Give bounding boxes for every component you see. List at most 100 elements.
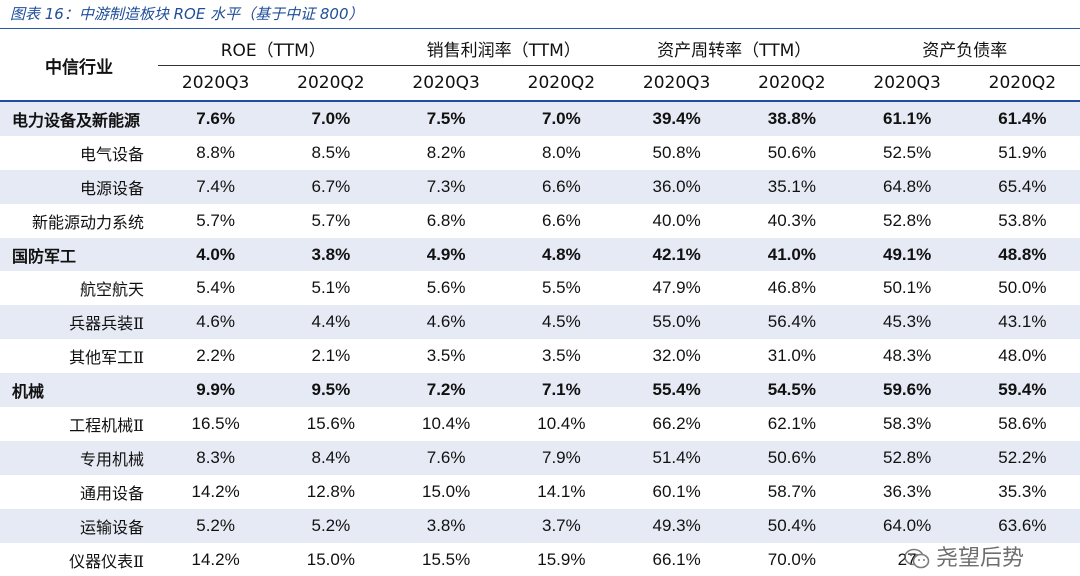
value-cell: 45.3% xyxy=(850,305,965,339)
industry-name: 电力设备及新能源 xyxy=(0,101,158,136)
value-cell: 14.2% xyxy=(158,475,273,509)
value-cell: 54.5% xyxy=(734,373,849,407)
value-cell: 4.9% xyxy=(389,238,504,272)
value-cell: 59.4% xyxy=(965,373,1080,407)
period-header: 2020Q3 xyxy=(389,66,504,102)
value-cell: 36.3% xyxy=(850,475,965,509)
value-cell: 4.8% xyxy=(504,238,619,272)
group-header-asset-turnover: 资产周转率（TTM） xyxy=(619,31,850,66)
value-cell: 7.6% xyxy=(158,101,273,136)
value-cell: 6.6% xyxy=(504,204,619,238)
industry-name: 仪器仪表Ⅱ xyxy=(0,543,158,576)
industry-name: 电源设备 xyxy=(0,170,158,204)
value-cell: 58.6% xyxy=(965,407,1080,441)
value-cell: 53.8% xyxy=(965,204,1080,238)
value-cell: 42.1% xyxy=(619,238,734,272)
value-cell: 6.8% xyxy=(389,204,504,238)
period-header: 2020Q2 xyxy=(734,66,849,102)
value-cell: 5.1% xyxy=(273,271,388,305)
industry-name: 新能源动力系统 xyxy=(0,204,158,238)
period-header: 2020Q3 xyxy=(850,66,965,102)
value-cell: 38.8% xyxy=(734,101,849,136)
value-cell: 50.1% xyxy=(850,271,965,305)
value-cell: 9.5% xyxy=(273,373,388,407)
value-cell: 9.9% xyxy=(158,373,273,407)
value-cell: 6.6% xyxy=(504,170,619,204)
industry-name: 运输设备 xyxy=(0,509,158,543)
value-cell: 4.0% xyxy=(158,238,273,272)
value-cell: 56.4% xyxy=(734,305,849,339)
value-cell: 3.5% xyxy=(389,339,504,373)
industry-name: 其他军工Ⅱ xyxy=(0,339,158,373)
value-cell: 8.4% xyxy=(273,441,388,475)
value-cell: 3.8% xyxy=(389,509,504,543)
value-cell: 60.1% xyxy=(619,475,734,509)
value-cell: 15.0% xyxy=(273,543,388,576)
value-cell: 41.0% xyxy=(734,238,849,272)
value-cell: 58.7% xyxy=(734,475,849,509)
value-cell: 50.6% xyxy=(734,441,849,475)
value-cell: 5.2% xyxy=(273,509,388,543)
value-cell: 32.0% xyxy=(619,339,734,373)
value-cell: 66.2% xyxy=(619,407,734,441)
value-cell: 4.6% xyxy=(389,305,504,339)
value-cell: 8.5% xyxy=(273,136,388,170)
industry-name: 机械 xyxy=(0,373,158,407)
value-cell: 15.6% xyxy=(273,407,388,441)
value-cell: 50.8% xyxy=(619,136,734,170)
period-header: 2020Q3 xyxy=(158,66,273,102)
watermark: 尧望后势 xyxy=(904,545,1024,573)
value-cell: 5.7% xyxy=(273,204,388,238)
value-cell: 35.3% xyxy=(965,475,1080,509)
period-header: 2020Q3 xyxy=(619,66,734,102)
value-cell: 35.1% xyxy=(734,170,849,204)
value-cell: 43.1% xyxy=(965,305,1080,339)
value-cell: 52.8% xyxy=(850,441,965,475)
value-cell: 48.3% xyxy=(850,339,965,373)
value-cell: 10.4% xyxy=(504,407,619,441)
value-cell: 7.6% xyxy=(389,441,504,475)
value-cell: 7.2% xyxy=(389,373,504,407)
value-cell: 50.4% xyxy=(734,509,849,543)
value-cell: 4.4% xyxy=(273,305,388,339)
value-cell: 2.1% xyxy=(273,339,388,373)
value-cell: 2.2% xyxy=(158,339,273,373)
group-header-sales-margin: 销售利润率（TTM） xyxy=(389,31,620,66)
value-cell: 10.4% xyxy=(389,407,504,441)
value-cell: 59.6% xyxy=(850,373,965,407)
value-cell: 6.7% xyxy=(273,170,388,204)
value-cell: 40.0% xyxy=(619,204,734,238)
value-cell: 3.8% xyxy=(273,238,388,272)
value-cell: 7.0% xyxy=(273,101,388,136)
value-cell: 8.0% xyxy=(504,136,619,170)
industry-name: 电气设备 xyxy=(0,136,158,170)
watermark-text: 尧望后势 xyxy=(936,545,1024,573)
value-cell: 48.0% xyxy=(965,339,1080,373)
group-header-roe: ROE（TTM） xyxy=(158,31,389,66)
value-cell: 55.4% xyxy=(619,373,734,407)
value-cell: 50.0% xyxy=(965,271,1080,305)
value-cell: 7.5% xyxy=(389,101,504,136)
value-cell: 46.8% xyxy=(734,271,849,305)
value-cell: 49.3% xyxy=(619,509,734,543)
value-cell: 52.8% xyxy=(850,204,965,238)
value-cell: 7.4% xyxy=(158,170,273,204)
value-cell: 65.4% xyxy=(965,170,1080,204)
industry-name: 专用机械 xyxy=(0,441,158,475)
period-header: 2020Q2 xyxy=(273,66,388,102)
value-cell: 66.1% xyxy=(619,543,734,576)
value-cell: 14.2% xyxy=(158,543,273,576)
industry-name: 国防军工 xyxy=(0,238,158,272)
value-cell: 15.9% xyxy=(504,543,619,576)
